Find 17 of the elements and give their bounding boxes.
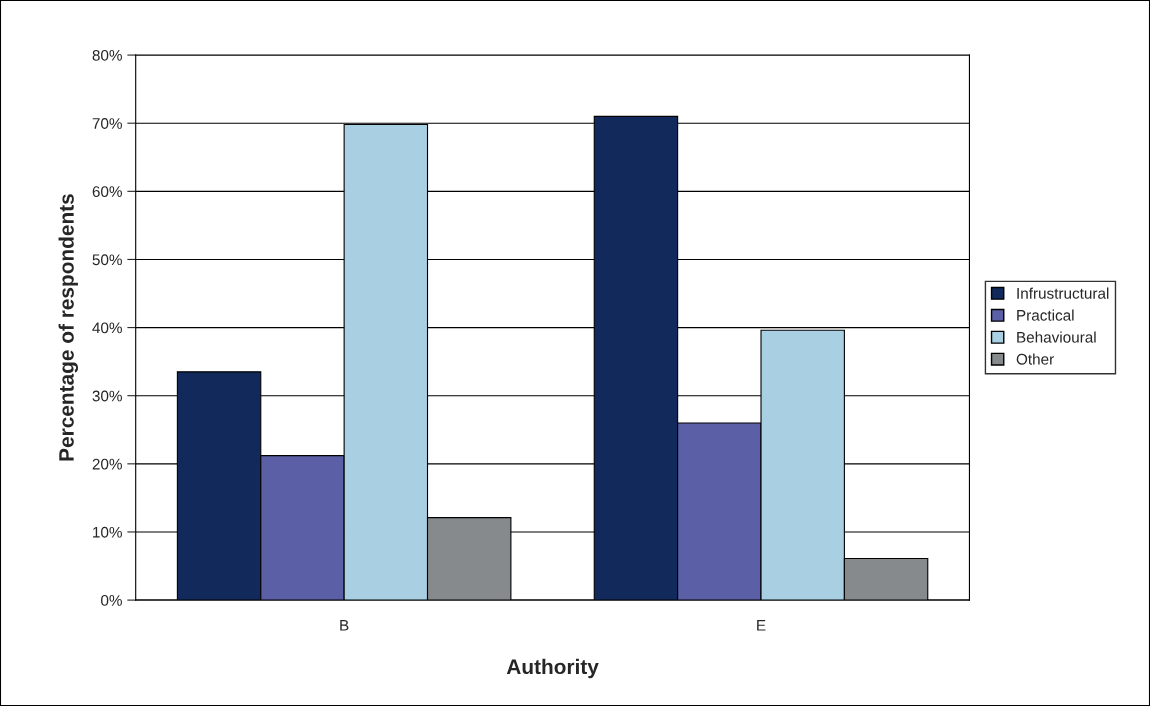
y-tick-label: 60% (92, 186, 122, 198)
y-tick-label: 30% (92, 390, 122, 402)
y-axis-title: Percentage of respondents (58, 194, 79, 461)
y-tick-label: 70% (92, 118, 122, 129)
legend-label: Behavioural (1017, 331, 1096, 343)
legend-label: Infrustructural (1017, 287, 1109, 299)
legend-label: Practical (1017, 309, 1074, 321)
y-tick-label: 80% (92, 49, 122, 61)
y-tick-label: 50% (92, 254, 122, 266)
y-tick-label: 0% (101, 594, 122, 606)
y-tick-label: 20% (92, 458, 122, 470)
x-tick-label: B (340, 620, 349, 631)
legend-label: Other (1016, 353, 1054, 365)
x-tick-label: E (757, 620, 766, 631)
x-axis-title: Authority (506, 658, 599, 679)
y-tick-label: 10% (93, 526, 122, 538)
y-tick-label: 40% (92, 322, 122, 334)
